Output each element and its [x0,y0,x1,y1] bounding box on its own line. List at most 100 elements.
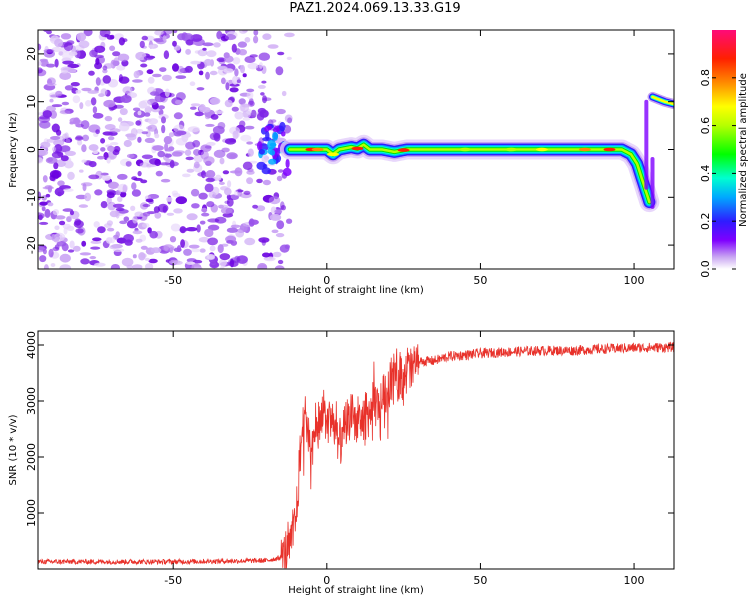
noise-blob [234,190,239,196]
noise-blob [203,156,215,165]
noise-blob [139,162,150,168]
noise-blob [140,63,148,68]
noise-blob [109,128,121,133]
noise-blob [126,264,134,269]
noise-blob [146,69,154,75]
noise-blob [103,99,116,108]
noise-blob [74,136,84,141]
ridge-hotspot [459,147,472,152]
noise-blob [94,262,106,267]
noise-blob [204,114,211,120]
noise-blob [173,112,183,120]
snr-y-axis-title: SNR (10 * v/v) [8,414,19,485]
noise-blob [113,248,125,252]
noise-blob [216,57,226,62]
noise-blob [286,218,293,224]
noise-blob [49,98,54,103]
noise-blob [163,136,173,145]
noise-blob [202,42,214,47]
noise-blob [198,70,204,76]
noise-blob [231,75,239,85]
noise-blob [205,170,216,179]
noise-blob [44,208,51,218]
colorbar-tick-label: 0.4 [699,165,712,183]
noise-blob [155,170,163,177]
colorbar-tick-label: 0.8 [699,69,712,87]
noise-blob [262,95,267,104]
snr-y-tick-label: 1000 [25,499,38,527]
noise-blob [276,220,285,230]
spectrogram-x-tick-label: 50 [473,274,487,287]
noise-blob [185,261,196,265]
snr-line [38,341,674,569]
noise-blob [119,220,128,225]
noise-blob [141,222,150,228]
spectrogram-axes: -50 0 50 100 -20 -10 0 10 20 [25,30,674,287]
noise-blob [106,157,111,164]
noise-blob [42,110,52,118]
noise-blob [82,134,90,142]
noise-blob [38,191,42,201]
noise-blob [90,240,102,244]
noise-blob [54,58,59,68]
noise-blob [80,258,90,265]
noise-blob [38,67,43,74]
noise-blob [164,142,169,152]
noise-blob [60,69,69,74]
noise-blob [95,129,100,135]
noise-blob [223,68,234,74]
noise-blob [144,112,151,117]
noise-blob [173,247,182,252]
noise-blob [92,106,98,114]
noise-blob [132,107,141,112]
noise-blob [250,109,257,119]
noise-blob [88,70,95,76]
noise-blob [45,233,56,240]
noise-blob [246,177,254,185]
noise-blob [39,255,47,263]
snr-x-tick-label: -50 [164,574,182,587]
noise-blob [262,33,272,40]
noise-blob [229,83,240,87]
noise-blob [78,40,90,49]
snr-x-tick-label: 100 [624,574,645,587]
noise-blob [203,111,213,116]
noise-blob [70,82,80,87]
noise-blob [72,95,81,104]
noise-blob [109,45,116,52]
noise-blob [242,117,251,121]
noise-blob [232,57,241,65]
noise-blob [102,175,111,181]
noise-blob [154,30,164,36]
noise-blob [122,86,133,94]
noise-blob [143,55,154,61]
noise-blob [191,203,200,209]
noise-blob [41,195,47,201]
noise-blob [196,224,201,233]
noise-blob [199,248,206,253]
noise-blob [55,215,66,220]
noise-blob [97,226,106,234]
noise-blob [131,182,137,190]
noise-blob [57,180,65,187]
noise-blob [42,175,48,183]
transition-blob [265,131,270,141]
noise-blob [226,197,234,207]
noise-blob [224,138,237,145]
noise-blob [123,216,130,222]
noise-blob [224,99,233,108]
noise-blob [198,236,210,243]
noise-blob [137,170,142,177]
noise-blob [90,246,101,250]
noise-blob [59,220,66,226]
noise-blob [81,87,92,92]
noise-blob [185,48,192,55]
noise-blob [133,70,140,79]
noise-blob [46,77,56,85]
noise-blob [120,95,132,103]
noise-blob [169,247,174,254]
snr-y-tick-label: 2000 [25,443,38,471]
noise-blob [261,154,270,163]
noise-blob [164,153,172,158]
noise-blob [137,136,142,143]
